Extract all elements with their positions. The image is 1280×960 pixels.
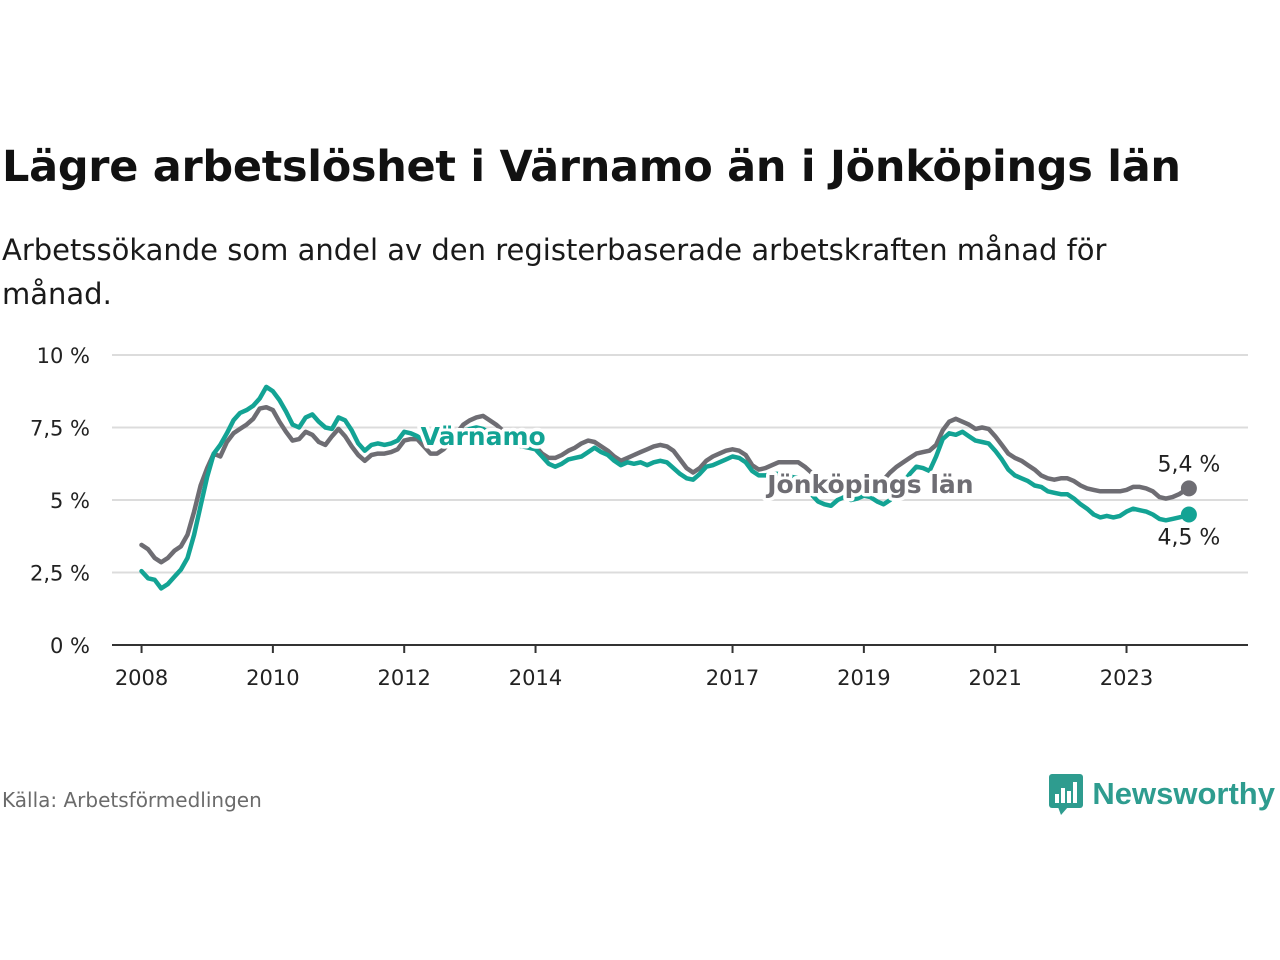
- end-point-jonkopings-lan: [1180, 480, 1197, 497]
- x-tick-label: 2010: [246, 666, 299, 690]
- grid-lines: [112, 354, 1248, 574]
- x-tick-label: 2014: [509, 666, 562, 690]
- brand-name: Newsworthy: [1092, 776, 1275, 811]
- x-tick-label: 2008: [115, 666, 168, 690]
- line-chart: 0 % 2,5 % 5 % 7,5 % 10 % 2008 2010 2012 2014 201…: [30, 344, 1248, 690]
- x-tick-label: 2021: [968, 666, 1021, 690]
- y-tick-label: 7,5 %: [30, 417, 90, 441]
- x-tick-label: 2023: [1100, 666, 1153, 690]
- y-tick-label: 2,5 %: [30, 562, 90, 586]
- end-value-varnamo: 4,5 %: [1157, 526, 1220, 551]
- series-label-jonkopings-lan: Jönköpings län: [765, 470, 973, 499]
- end-value-jonkopings-lan: 5,4 %: [1157, 452, 1220, 477]
- series-lines: [139, 384, 1197, 591]
- series-label-varnamo: Värnamo: [421, 422, 546, 451]
- page-subtitle: Arbetssökande som andel av den registerb…: [2, 233, 1107, 311]
- x-tick-label: 2012: [377, 666, 430, 690]
- bar-chart-speech-icon: [1049, 774, 1084, 815]
- x-tick-label: 2019: [837, 666, 890, 690]
- y-axis-ticks: 0 % 2,5 % 5 % 7,5 % 10 %: [30, 344, 90, 658]
- series-labels: Jönköpings län Värnamo 5,4 % 4,5 %: [417, 419, 1220, 551]
- y-tick-label: 0 %: [50, 634, 90, 658]
- end-point-varnamo: [1180, 506, 1197, 523]
- source-note: Källa: Arbetsförmedlingen: [2, 788, 262, 812]
- y-tick-label: 5 %: [50, 489, 90, 513]
- y-tick-label: 10 %: [37, 344, 90, 368]
- page-title: Lägre arbetslöshet i Värnamo än i Jönköp…: [2, 142, 1181, 192]
- x-tick-label: 2017: [706, 666, 759, 690]
- series-line-jonkopings-lan: [139, 404, 1192, 565]
- x-axis: 2008 2010 2012 2014 2017 2019 2021 2023: [112, 644, 1248, 690]
- newsworthy-logo[interactable]: Newsworthy: [1048, 772, 1275, 816]
- series-line-varnamo: [139, 384, 1192, 591]
